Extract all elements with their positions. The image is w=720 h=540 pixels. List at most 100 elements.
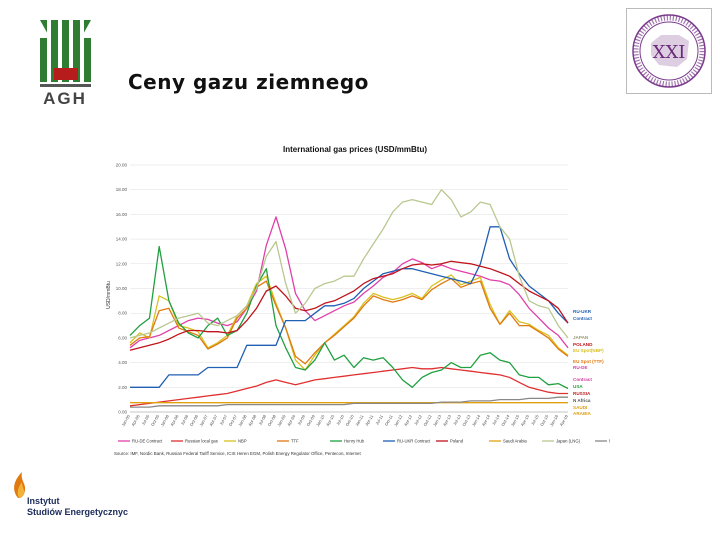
series-line-north-africa-algeria-low	[130, 396, 568, 408]
end-label: Contract	[573, 377, 592, 382]
y-tick-label: 18.00	[116, 187, 128, 192]
x-tick-label: Oct-14	[500, 413, 511, 427]
series-line-ru-ukr-contract	[130, 226, 569, 388]
legend-label: Japan (LNG)	[556, 439, 581, 444]
x-tick-labels: Jan-05 Apr-05 Jul-05 Oct-05 Jan-06 Apr-06 Jul-…	[120, 413, 569, 427]
x-tick-label: Jan-12	[393, 413, 404, 427]
legend-label: Saudi Arabia	[503, 439, 527, 444]
x-tick-label: Jan-10	[315, 413, 326, 427]
end-label: EU Spot (TTF)	[573, 359, 604, 364]
x-tick-label: Apr-15	[520, 413, 531, 427]
x-tick-label: Oct-13	[461, 413, 472, 427]
x-tick-label: Jul-09	[296, 413, 306, 426]
x-tick-label: Jul-08	[257, 413, 267, 426]
ise-logo: Instytut Studiów Energetycznych	[14, 472, 128, 517]
legend-label: North Africa/Algeria (low)	[609, 439, 610, 444]
x-tick-label: Jan-15	[510, 413, 521, 427]
series-line-japan-lng	[129, 189, 569, 339]
y-tick-label: 20.00	[116, 163, 128, 168]
x-tick-label: Jan-14	[471, 413, 482, 427]
y-axis-label: USD/mmBtu	[106, 281, 112, 309]
chart-legend: RU-DE Contract Russian local gas NBP TTF Hen…	[118, 439, 610, 444]
legend-label: Henry Hub	[344, 439, 365, 444]
x-tick-label: Jul-07	[218, 413, 228, 426]
legend-label: TTF	[291, 439, 299, 444]
end-label: N Africa	[573, 398, 591, 403]
series-line-ttf	[129, 277, 569, 365]
x-tick-label: Apr-10	[325, 413, 336, 427]
x-tick-label: Apr-06	[169, 413, 180, 427]
end-label: JAPAN	[573, 335, 589, 340]
x-tick-label: Apr-13	[442, 413, 453, 427]
x-tick-label: Jan-05	[120, 413, 131, 427]
end-label: SAUDI	[573, 405, 587, 410]
legend-label: RU-UKR Contract	[397, 439, 431, 444]
x-tick-label: Jul-05	[141, 413, 151, 426]
series-line-nbp	[129, 274, 569, 371]
y-tick-label: 12.00	[116, 261, 128, 266]
x-tick-label: Jan-06	[159, 413, 170, 427]
x-tick-label: Oct-05	[150, 413, 161, 427]
end-label: USA	[573, 384, 583, 389]
x-tick-label: Jul-13	[452, 413, 462, 426]
x-tick-label: Jan-11	[354, 413, 365, 427]
slide-title: Ceny gazu ziemnego	[128, 70, 369, 94]
x-tick-label: Jul-11	[374, 413, 384, 425]
x-tick-label: Jan-07	[198, 413, 209, 427]
x-tick-label: Jan-13	[432, 413, 443, 427]
x-tick-label: Jul-06	[179, 413, 189, 426]
x-tick-label: Apr-11	[364, 413, 375, 426]
chart-title: International gas prices (USD/mmBtu)	[283, 145, 427, 154]
x-tick-label: Oct-11	[383, 413, 394, 426]
xxi-emblem-logo: XXI	[626, 8, 712, 94]
x-tick-label: Oct-06	[189, 413, 200, 427]
x-tick-label: Jul-14	[491, 413, 501, 426]
x-tick-label: Apr-14	[481, 413, 492, 427]
ise-logo-line2: Studiów Energetycznych	[27, 507, 128, 517]
legend-label: RU-DE Contract	[132, 439, 163, 444]
y-tick-label: 2.00	[118, 385, 127, 390]
series-line-russian-local-gas	[129, 366, 568, 407]
y-tick-label: 8.00	[118, 311, 127, 316]
agh-logo-text: AGH	[43, 89, 87, 108]
x-tick-label: Jan-09	[276, 413, 287, 427]
agh-logo: AGH	[40, 20, 91, 108]
y-tick-label: 14.00	[116, 237, 128, 242]
chart-source-note: Source: IMF, Nordic Bank, Russian Federa…	[114, 451, 361, 456]
end-label: Contract	[573, 316, 592, 321]
x-tick-label: Oct-07	[228, 413, 239, 427]
end-label: EU Spot(NBP)	[573, 348, 604, 353]
y-tick-label: 4.00	[118, 360, 127, 365]
ise-logo-line1: Instytut	[27, 496, 60, 506]
legend-label: Poland	[450, 439, 464, 444]
xxi-emblem-text: XXI	[653, 42, 686, 63]
legend-label: NBP	[238, 439, 247, 444]
x-tick-label: Jul-10	[335, 413, 345, 426]
x-tick-label: Apr-05	[130, 413, 141, 427]
x-tick-label: Jan-08	[237, 413, 248, 427]
y-tick-label: 6.00	[118, 335, 127, 340]
chart-grid	[130, 164, 568, 413]
end-label: RUSSIA	[573, 391, 591, 396]
y-tick-label: 0.00	[118, 410, 127, 415]
x-tick-label: Apr-07	[208, 413, 219, 427]
end-label: RU-DE	[573, 365, 588, 370]
x-tick-label: Oct-09	[305, 413, 316, 427]
x-tick-label: Oct-12	[422, 413, 433, 427]
x-tick-label: Oct-10	[344, 413, 355, 427]
agh-logo-bars	[40, 20, 91, 87]
x-tick-label: Apr-08	[247, 413, 258, 427]
gas-price-chart: International gas prices (USD/mmBtu) USD…	[106, 145, 610, 456]
x-tick-label: Oct-08	[267, 413, 278, 427]
series-line-poland	[129, 260, 569, 351]
x-tick-label: Apr-09	[286, 413, 297, 427]
legend-label: Russian local gas	[185, 439, 218, 444]
y-tick-labels: 20.00 18.00 16.00 14.00 12.00 10.00 8.00 6.00 4.…	[116, 163, 128, 415]
y-tick-label: 10.00	[116, 286, 128, 291]
x-tick-label: Oct-15	[539, 413, 550, 427]
x-tick-label: Apr-16	[559, 413, 570, 427]
series-line-henry-hub	[129, 245, 569, 390]
x-tick-label: Jul-15	[530, 413, 540, 426]
x-tick-label: Jul-12	[413, 413, 423, 426]
